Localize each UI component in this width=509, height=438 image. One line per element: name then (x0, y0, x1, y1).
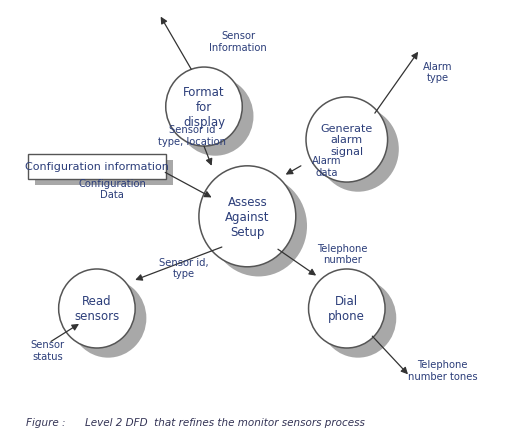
Ellipse shape (177, 78, 253, 156)
Text: Sensor id,
type: Sensor id, type (158, 257, 208, 279)
Ellipse shape (210, 176, 306, 277)
Text: Configuration information: Configuration information (25, 162, 168, 172)
Text: Sensor
status: Sensor status (31, 339, 65, 361)
Text: Telephone
number tones: Telephone number tones (407, 359, 477, 381)
FancyBboxPatch shape (28, 154, 165, 180)
Text: Alarm
data: Alarm data (312, 155, 341, 177)
Text: Sensor id
type, location: Sensor id type, location (158, 125, 225, 147)
Text: Alarm
type: Alarm type (422, 61, 452, 83)
Ellipse shape (305, 98, 387, 183)
Text: Assess
Against
Setup: Assess Against Setup (224, 195, 269, 238)
Ellipse shape (317, 107, 398, 192)
Text: Telephone
number: Telephone number (317, 243, 367, 265)
FancyBboxPatch shape (35, 160, 173, 186)
Text: Configuration
Data: Configuration Data (78, 178, 146, 200)
Ellipse shape (165, 68, 242, 147)
Text: Dial
phone: Dial phone (328, 295, 364, 323)
Ellipse shape (308, 269, 384, 348)
Ellipse shape (70, 279, 146, 358)
Ellipse shape (199, 166, 295, 267)
Ellipse shape (59, 269, 135, 348)
Text: Format
for
display: Format for display (183, 86, 224, 129)
Text: Figure :      Level 2 DFD  that refines the monitor sensors process: Figure : Level 2 DFD that refines the mo… (25, 417, 363, 427)
Text: Generate
alarm
signal: Generate alarm signal (320, 124, 372, 157)
Text: Sensor
Information: Sensor Information (209, 31, 266, 53)
Ellipse shape (319, 279, 395, 358)
Text: Read
sensors: Read sensors (74, 295, 119, 323)
